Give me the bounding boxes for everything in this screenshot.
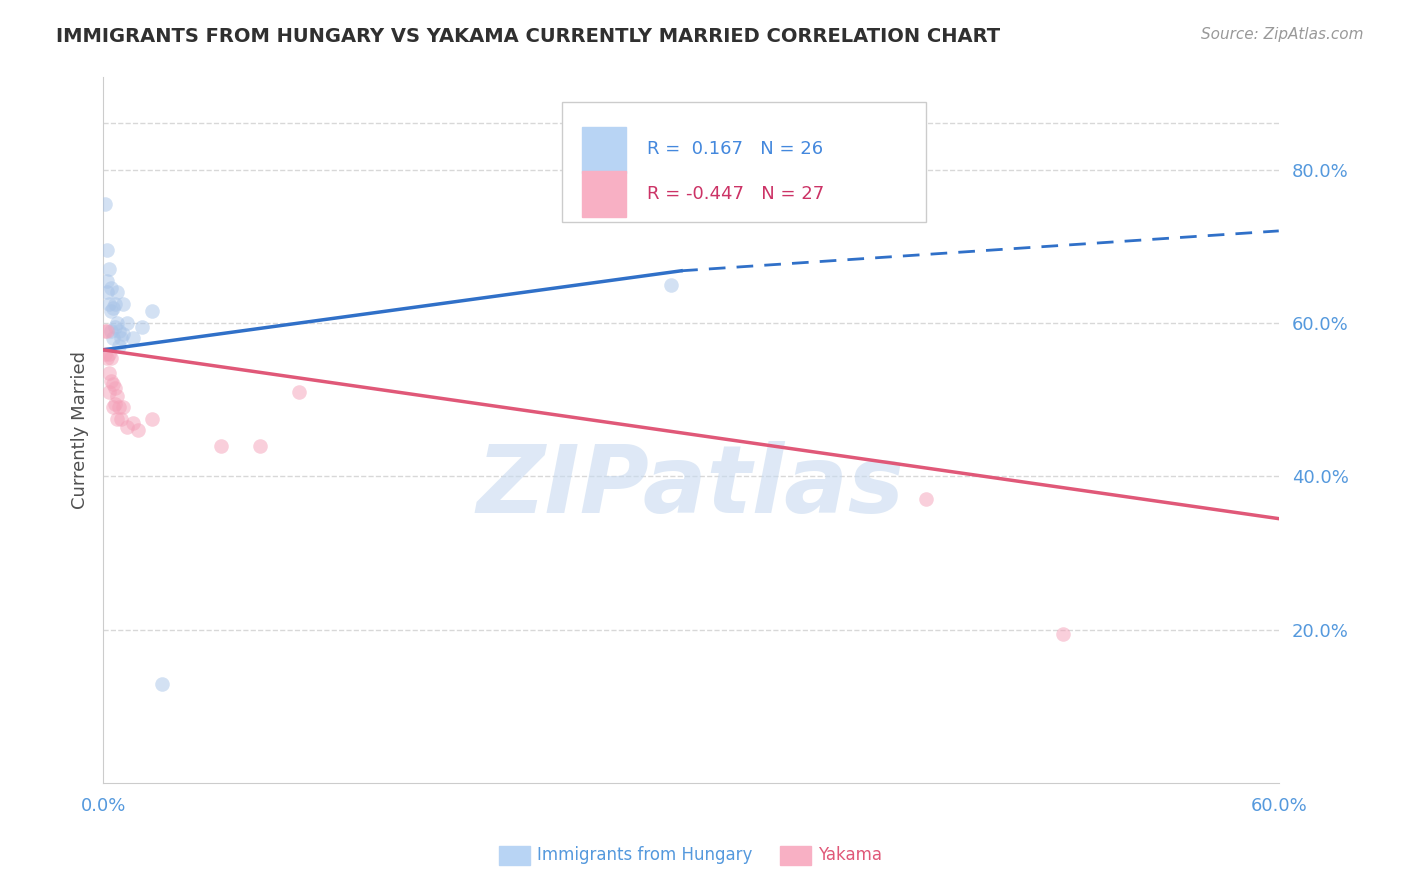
Point — [111, 327, 134, 342]
Point — [96, 351, 118, 365]
Point — [111, 297, 134, 311]
Y-axis label: Currently Married: Currently Married — [72, 351, 89, 509]
Point — [94, 324, 117, 338]
Point — [100, 374, 122, 388]
Point — [98, 385, 121, 400]
Point — [105, 412, 128, 426]
Point — [1052, 626, 1074, 640]
Point — [94, 197, 117, 211]
Point — [141, 412, 163, 426]
Point — [104, 381, 127, 395]
Point — [110, 331, 132, 345]
Point — [100, 351, 122, 365]
Point — [131, 319, 153, 334]
Point — [121, 331, 143, 345]
Point — [101, 401, 124, 415]
Point — [101, 301, 124, 315]
Point — [249, 439, 271, 453]
Point — [100, 304, 122, 318]
Text: Yakama: Yakama — [818, 847, 883, 864]
Text: Source: ZipAtlas.com: Source: ZipAtlas.com — [1201, 27, 1364, 42]
Point — [107, 324, 129, 338]
Text: ZIPatlas: ZIPatlas — [477, 441, 905, 533]
Point — [98, 366, 121, 380]
Point — [100, 281, 122, 295]
Point — [209, 439, 232, 453]
Point — [98, 346, 121, 360]
Point — [150, 676, 173, 690]
Point — [105, 316, 128, 330]
Point — [111, 401, 134, 415]
Text: R = -0.447   N = 27: R = -0.447 N = 27 — [647, 185, 825, 202]
Point — [101, 331, 124, 345]
Point — [141, 304, 163, 318]
Bar — [582, 171, 626, 218]
Point — [105, 389, 128, 403]
Point — [127, 424, 149, 438]
Point — [115, 419, 138, 434]
Point — [288, 385, 311, 400]
Point — [96, 274, 118, 288]
Text: Immigrants from Hungary: Immigrants from Hungary — [537, 847, 752, 864]
Point — [98, 262, 121, 277]
Bar — [582, 127, 626, 173]
Point — [100, 324, 122, 338]
Text: R =  0.167   N = 26: R = 0.167 N = 26 — [647, 140, 824, 159]
Point — [94, 346, 117, 360]
Point — [101, 377, 124, 392]
Point — [104, 396, 127, 410]
Point — [915, 492, 938, 507]
Point — [115, 316, 138, 330]
Point — [98, 297, 121, 311]
Point — [96, 285, 118, 300]
Point — [104, 297, 127, 311]
FancyBboxPatch shape — [561, 103, 927, 222]
Point — [107, 339, 129, 353]
Point — [110, 412, 132, 426]
Point — [659, 277, 682, 292]
Point — [96, 243, 118, 257]
Point — [96, 324, 118, 338]
Point — [104, 319, 127, 334]
Point — [105, 285, 128, 300]
Text: IMMIGRANTS FROM HUNGARY VS YAKAMA CURRENTLY MARRIED CORRELATION CHART: IMMIGRANTS FROM HUNGARY VS YAKAMA CURREN… — [56, 27, 1000, 45]
Point — [121, 416, 143, 430]
Point — [107, 401, 129, 415]
